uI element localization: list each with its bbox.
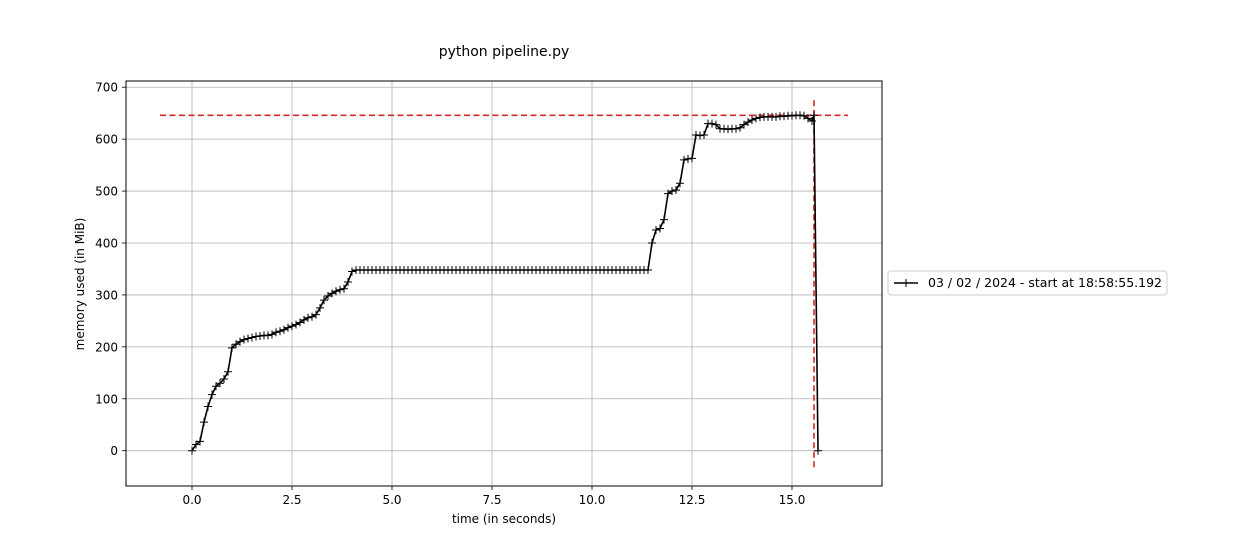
data-point <box>196 437 204 446</box>
data-point <box>652 226 660 235</box>
data-point <box>256 331 264 340</box>
data-point <box>300 315 308 324</box>
data-point <box>668 187 676 196</box>
data-point <box>340 284 348 293</box>
data-point <box>680 155 688 164</box>
data-point <box>708 119 716 128</box>
data-point <box>752 114 760 123</box>
data-point <box>284 323 292 332</box>
data-point <box>236 337 244 346</box>
data-point <box>332 287 340 296</box>
data-point <box>220 375 228 384</box>
data-point <box>700 131 708 139</box>
data-point <box>248 333 256 342</box>
legend: 03 / 02 / 2024 - start at 18:58:55.192 <box>887 270 1168 296</box>
data-point <box>672 186 680 195</box>
series-group <box>188 111 822 455</box>
y-tick-label: 400 <box>95 237 118 251</box>
data-point <box>208 390 216 399</box>
legend-marker-sample <box>902 279 910 287</box>
data-point <box>200 418 208 427</box>
x-tick-label: 7.5 <box>482 493 501 507</box>
data-point <box>748 115 756 124</box>
data-point <box>316 303 324 312</box>
data-point <box>288 322 296 331</box>
data-point <box>744 118 752 127</box>
plot-frame <box>125 80 883 487</box>
data-point <box>320 296 328 305</box>
data-point <box>656 224 664 233</box>
y-tick-label: 700 <box>95 81 118 95</box>
data-point <box>264 331 272 340</box>
data-point <box>676 179 684 188</box>
legend-box <box>887 270 1168 296</box>
data-point <box>328 289 336 298</box>
x-tick-label: 15.0 <box>779 493 806 507</box>
data-point <box>788 111 796 120</box>
data-point <box>780 112 788 121</box>
grid-lines <box>126 81 882 486</box>
data-point <box>308 312 316 321</box>
data-point <box>252 332 260 341</box>
y-tick-label: 500 <box>95 185 118 199</box>
data-point <box>712 120 720 129</box>
y-tick-label: 300 <box>95 288 118 302</box>
data-point <box>292 320 300 329</box>
data-point <box>684 154 692 163</box>
data-point <box>272 328 280 337</box>
y-tick-label: 100 <box>95 392 118 406</box>
x-axis-ticks: 0.0 2.5 5.0 7.5 10.0 12.5 15.0 <box>182 486 805 507</box>
x-tick-label: 10.0 <box>579 493 606 507</box>
y-tick-label: 600 <box>95 133 118 147</box>
data-point <box>348 267 356 276</box>
data-point <box>276 327 284 336</box>
data-point <box>688 154 696 163</box>
data-point <box>204 402 212 411</box>
legend-label: 03 / 02 / 2024 - start at 18:58:55.192 <box>928 275 1162 290</box>
y-axis-label: memory used (in MiB) <box>73 218 87 351</box>
data-point <box>312 310 320 319</box>
x-axis-label: time (in seconds) <box>452 512 556 526</box>
chart-title: python pipeline.py <box>439 44 570 60</box>
data-point <box>692 131 700 139</box>
data-point <box>724 125 732 134</box>
data-point <box>648 239 656 247</box>
data-point <box>772 112 780 121</box>
data-point <box>268 330 276 339</box>
data-point <box>216 379 224 388</box>
data-point <box>224 367 232 376</box>
data-point <box>228 343 236 352</box>
data-point <box>280 325 288 334</box>
x-tick-label: 2.5 <box>282 493 301 507</box>
x-tick-label: 5.0 <box>382 493 401 507</box>
x-tick-label: 12.5 <box>679 493 706 507</box>
data-point <box>344 277 352 286</box>
data-point <box>808 116 816 125</box>
series-line <box>191 114 819 452</box>
data-point <box>304 313 312 322</box>
x-tick-label: 0.0 <box>182 493 201 507</box>
data-point <box>756 113 764 122</box>
data-point <box>244 334 252 343</box>
data-point <box>644 266 652 274</box>
data-point <box>336 285 344 294</box>
data-point <box>814 446 822 455</box>
y-axis-ticks: 0 100 200 300 400 500 600 700 <box>95 81 126 458</box>
data-point <box>660 215 668 224</box>
data-point <box>720 124 728 133</box>
data-point <box>796 111 804 120</box>
data-point <box>240 335 248 344</box>
max-memory-lines <box>160 97 848 468</box>
data-point <box>696 131 704 140</box>
y-tick-label: 200 <box>95 340 118 354</box>
data-point <box>188 446 196 455</box>
y-tick-label: 0 <box>110 444 118 458</box>
data-point <box>732 124 740 133</box>
data-point <box>810 111 818 120</box>
